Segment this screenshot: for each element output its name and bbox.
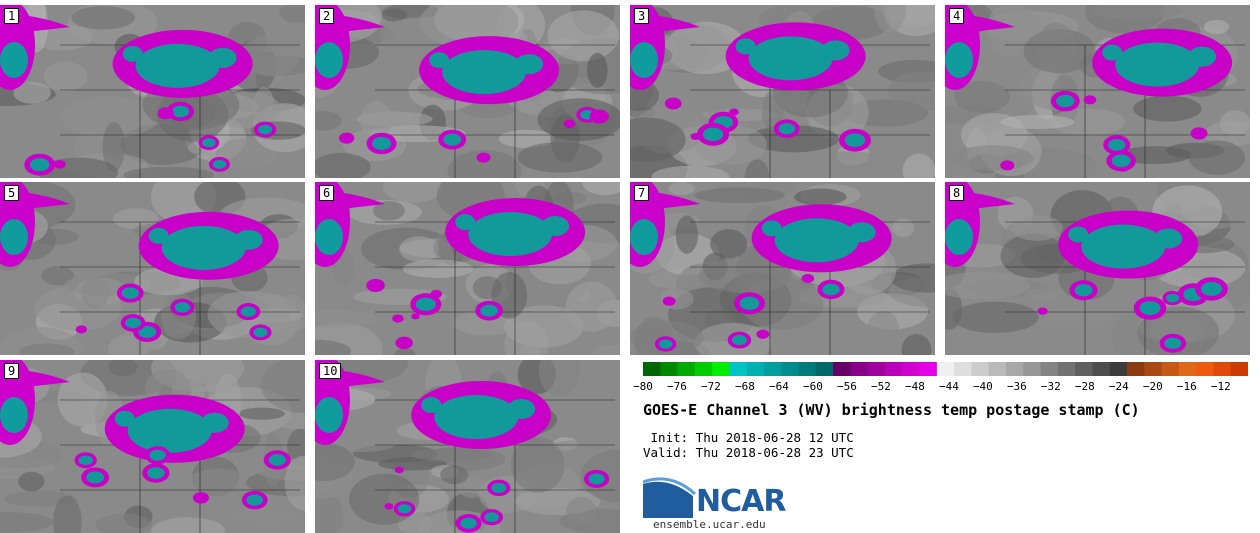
colorbar-swatch [1196,362,1215,376]
colorbar-swatch [1127,362,1145,376]
member-panel-2: 2 [315,5,620,178]
colorbar-tick-label: −48 [904,380,925,393]
colorbar-swatch [1075,362,1094,376]
colorbar-swatch [746,362,765,376]
colorbar-tick-label: −32 [1040,380,1061,393]
valid-time: Valid: Thu 2018-06-28 23 UTC [643,445,854,460]
logo-name: NCAR [696,484,786,519]
member-panel-9: 9 [0,360,305,533]
colorbar-swatch [1230,362,1248,376]
panel-number: 9 [4,363,20,379]
colorbar-swatch [1092,362,1111,376]
wv-map [315,5,620,178]
wv-map [630,182,935,355]
wv-map [0,5,305,178]
colorbar-tick-label: −68 [735,380,755,393]
panel-number: 4 [949,8,965,24]
member-panel-8: 8 [945,182,1250,355]
ncar-logo-icon [643,477,697,518]
colorbar-swatch [1057,362,1076,376]
member-panel-4: 4 [945,5,1250,178]
member-panel-1: 1 [0,5,305,178]
colorbar-swatch [850,362,869,376]
colorbar-tick-label: −72 [701,380,721,393]
colorbar-swatch [1023,362,1042,376]
member-panel-6: 6 [315,182,620,355]
colorbar-swatch [712,362,731,376]
colorbar-swatch [867,362,886,376]
colorbar-tick-label: −20 [1142,380,1163,393]
colorbar-tick-label: −44 [938,380,959,393]
chart-title: GOES-E Channel 3 (WV) brightness temp po… [643,401,1140,419]
member-panel-3: 3 [630,5,935,178]
colorbar-tick-label: −16 [1176,380,1197,393]
colorbar-swatch [1040,362,1059,376]
colorbar-tick-label: −64 [769,380,789,393]
panel-number: 6 [319,185,335,201]
colorbar-swatch [988,362,1007,376]
wv-map [315,182,620,355]
colorbar-tick-label: −56 [836,380,857,393]
panel-number: 3 [634,8,650,24]
colorbar-swatch [815,362,834,376]
wv-map [630,5,935,178]
colorbar-swatch [1213,362,1232,376]
wv-map [945,182,1250,355]
colorbar-swatch [694,362,713,376]
colorbar-swatch [643,362,661,376]
colorbar-swatch [781,362,800,376]
colorbar-swatch [936,362,955,376]
colorbar-swatch [1109,362,1128,376]
panel-number: 10 [319,363,342,379]
panel-number: 5 [4,185,20,201]
member-panel-10: 10 [315,360,620,533]
colorbar-swatch [954,362,973,376]
wv-map [0,360,305,533]
colorbar-swatch [677,362,696,376]
panel-number: 7 [634,185,650,201]
member-panel-5: 5 [0,182,305,355]
colorbar-swatch [798,362,817,376]
panel-number: 8 [949,185,965,201]
colorbar-tick-label: −76 [667,380,687,393]
site-url: ensemble.ucar.edu [653,518,766,531]
colorbar [643,362,1248,376]
wv-map [945,5,1250,178]
member-panel-7: 7 [630,182,935,355]
wv-map [0,182,305,355]
colorbar-swatch [1178,362,1197,376]
colorbar-tick-label: −12 [1210,380,1231,393]
colorbar-swatch [764,362,782,376]
panel-number: 1 [4,8,20,24]
colorbar-tick-label: −24 [1108,380,1129,393]
colorbar-tick-label: −28 [1074,380,1095,393]
colorbar-swatch [833,362,852,376]
colorbar-tick-label: −80 [633,380,653,393]
colorbar-swatch [660,362,679,376]
colorbar-tick-label: −60 [803,380,823,393]
init-time: Init: Thu 2018-06-28 12 UTC [643,430,854,445]
colorbar-swatch [1161,362,1180,376]
colorbar-swatch [1144,362,1163,376]
colorbar-swatch [729,362,748,376]
colorbar-swatch [885,362,903,376]
colorbar-swatch [971,362,990,376]
colorbar-tick-label: −40 [972,380,993,393]
wv-map [315,360,620,533]
panel-number: 2 [319,8,335,24]
colorbar-swatch [919,362,938,376]
colorbar-swatch [1006,362,1024,376]
colorbar-tick-label: −52 [870,380,891,393]
colorbar-tick-label: −36 [1006,380,1027,393]
colorbar-swatch [902,362,921,376]
